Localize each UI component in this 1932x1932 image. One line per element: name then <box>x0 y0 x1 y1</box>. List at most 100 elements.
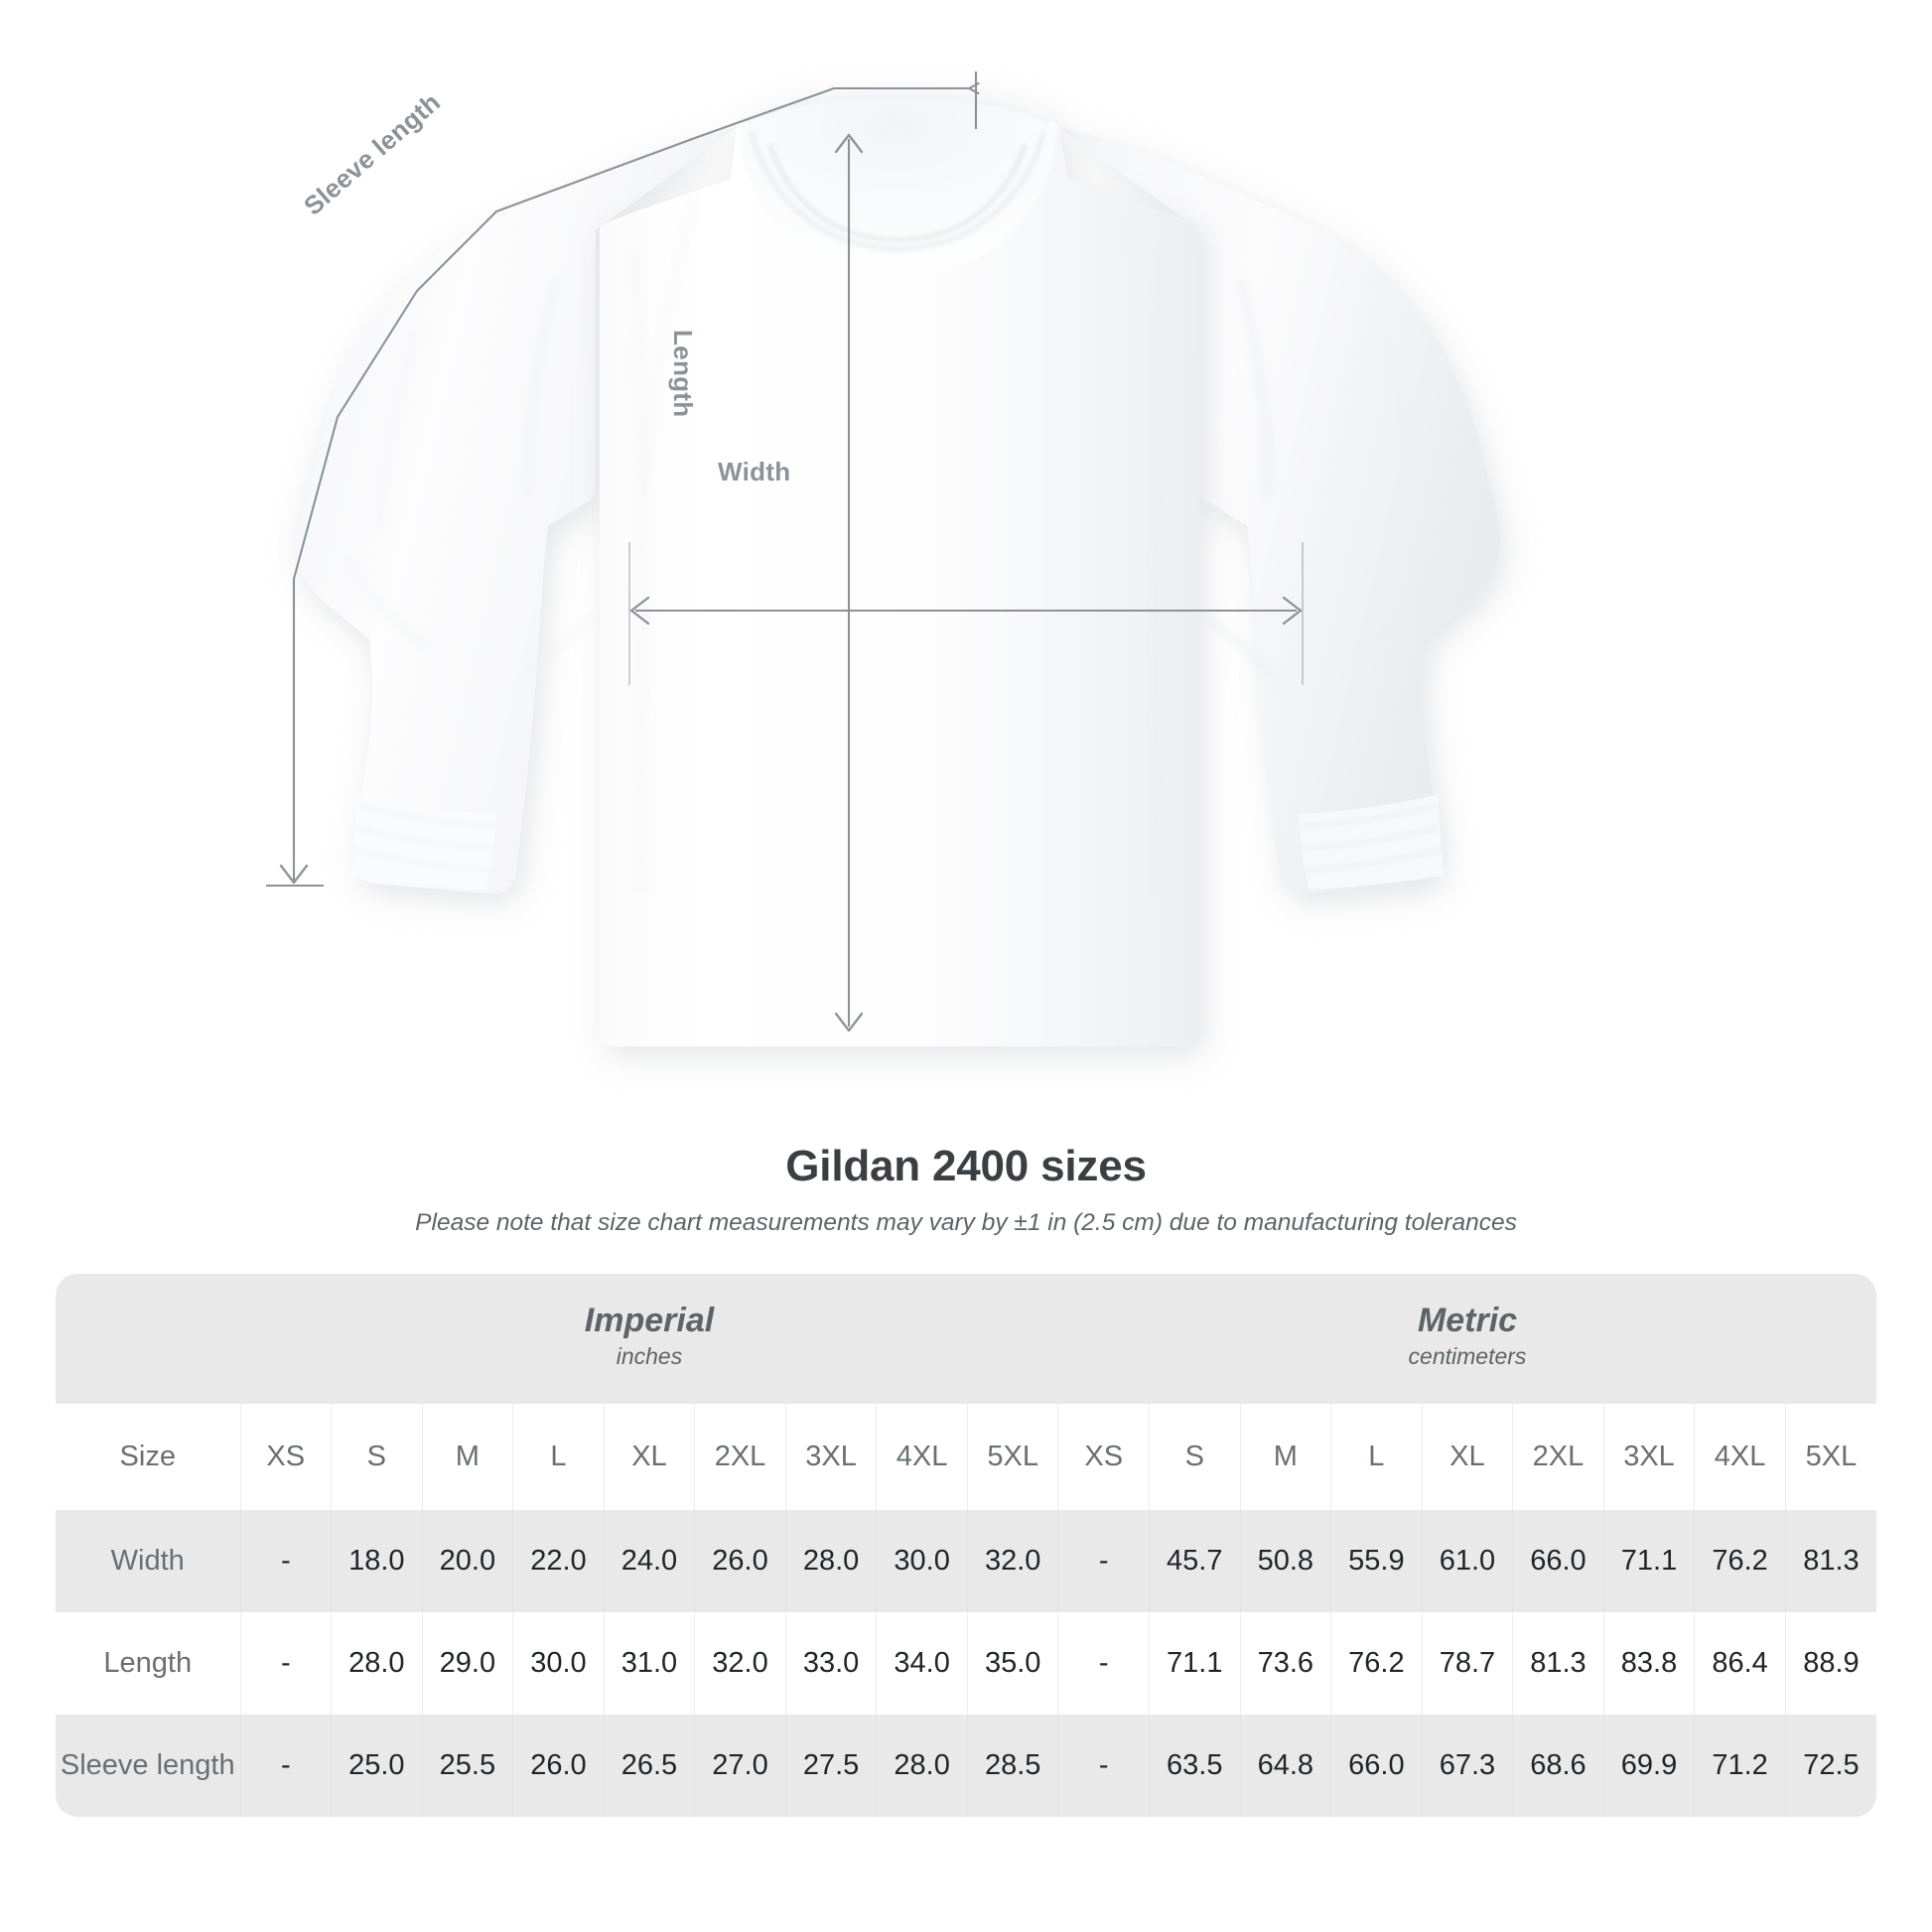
cell-sleeve-length-metric-xs: - <box>1057 1715 1150 1817</box>
cell-sleeve-length-imperial-xs: - <box>240 1715 333 1817</box>
cell-length-metric-l: 76.2 <box>1330 1612 1423 1715</box>
table-size-header-row: Size XS S M L XL 2XL 3XL 4XL 5XL XS S M L XL 2XL 3XL 4XL 5… <box>56 1404 1876 1510</box>
fabric-folds <box>342 198 1453 895</box>
cell-length-imperial-2xl: 32.0 <box>694 1612 786 1715</box>
cell-length-metric-4xl: 86.4 <box>1694 1612 1786 1715</box>
column-header-size: Size <box>56 1404 241 1510</box>
cell-width-imperial-l: 22.0 <box>512 1510 605 1612</box>
column-header-metric-xs: XS <box>1057 1404 1150 1510</box>
length-annotation-label: Length <box>668 330 698 418</box>
cell-width-metric-3xl: 71.1 <box>1603 1510 1696 1612</box>
cell-length-imperial-xl: 31.0 <box>604 1612 696 1715</box>
column-header-imperial-xs: XS <box>240 1404 333 1510</box>
column-header-imperial-5xl: 5XL <box>967 1404 1059 1510</box>
cell-length-metric-m: 73.6 <box>1240 1612 1332 1715</box>
cell-length-imperial-3xl: 33.0 <box>785 1612 878 1715</box>
cell-length-metric-2xl: 81.3 <box>1512 1612 1604 1715</box>
unit-subtitle: centimeters <box>1408 1343 1527 1370</box>
cell-length-metric-xl: 78.7 <box>1422 1612 1514 1715</box>
cell-sleeve-length-metric-m: 64.8 <box>1240 1715 1332 1817</box>
table-row: Sleeve length -25.0 25.5 26.0 26.5 27.0 27.5 28… <box>56 1715 1876 1817</box>
column-header-metric-2xl: 2XL <box>1512 1404 1604 1510</box>
cell-width-metric-m: 50.8 <box>1240 1510 1332 1612</box>
cell-sleeve-length-imperial-3xl: 27.5 <box>785 1715 878 1817</box>
cell-sleeve-length-imperial-4xl: 28.0 <box>876 1715 968 1817</box>
cell-sleeve-length-metric-l: 66.0 <box>1330 1715 1423 1817</box>
cell-width-metric-l: 55.9 <box>1330 1510 1423 1612</box>
table-row: Width -18.0 20.0 22.0 24.0 26.0 28.0 30.0 32.0-4… <box>56 1510 1876 1612</box>
table-row: Length -28.0 29.0 30.0 31.0 32.0 33.0 34.0 35.0-… <box>56 1612 1876 1715</box>
unit-name: Imperial <box>584 1302 715 1340</box>
cell-width-metric-xl: 61.0 <box>1422 1510 1514 1612</box>
table-unit-header-row: Imperial inches Metric centimeters <box>56 1274 1876 1404</box>
cell-width-metric-xs: - <box>1057 1510 1150 1612</box>
column-header-metric-s: S <box>1149 1404 1241 1510</box>
cell-width-metric-2xl: 66.0 <box>1512 1510 1604 1612</box>
cell-width-metric-5xl: 81.3 <box>1785 1510 1876 1612</box>
width-annotation-label: Width <box>718 457 791 486</box>
cell-sleeve-length-metric-3xl: 69.9 <box>1603 1715 1696 1817</box>
cell-width-imperial-2xl: 26.0 <box>694 1510 786 1612</box>
collar <box>739 89 1056 272</box>
cell-width-imperial-s: 18.0 <box>331 1510 423 1612</box>
column-header-imperial-m: M <box>422 1404 514 1510</box>
cell-sleeve-length-imperial-s: 25.0 <box>331 1715 423 1817</box>
cell-length-imperial-m: 29.0 <box>422 1612 514 1715</box>
column-header-imperial-3xl: 3XL <box>785 1404 878 1510</box>
column-header-metric-4xl: 4XL <box>1694 1404 1786 1510</box>
cell-length-imperial-s: 28.0 <box>331 1612 423 1715</box>
sleeve-length-line <box>292 88 969 856</box>
cell-sleeve-length-metric-4xl: 71.2 <box>1694 1715 1786 1817</box>
cell-width-imperial-m: 20.0 <box>422 1510 514 1612</box>
row-header-width: Width <box>56 1510 241 1612</box>
cell-sleeve-length-imperial-5xl: 28.5 <box>967 1715 1059 1817</box>
width-arrowhead-right <box>1282 596 1303 625</box>
column-header-imperial-s: S <box>331 1404 423 1510</box>
width-arrowhead-left <box>629 596 650 625</box>
cell-length-metric-xs: - <box>1057 1612 1150 1715</box>
page-subtitle: Please note that size chart measurements… <box>415 1209 1517 1236</box>
column-header-metric-l: L <box>1330 1404 1423 1510</box>
column-header-imperial-2xl: 2XL <box>694 1404 786 1510</box>
garment-diagram: Sleeve length Length Width <box>266 71 1500 1046</box>
column-header-imperial-l: L <box>512 1404 605 1510</box>
column-header-imperial-4xl: 4XL <box>876 1404 968 1510</box>
unit-header-imperial: Imperial inches <box>240 1274 1058 1404</box>
unit-name: Metric <box>1417 1302 1518 1340</box>
cell-length-imperial-l: 30.0 <box>512 1612 605 1715</box>
left-cuff <box>351 794 496 890</box>
unit-subtitle: inches <box>616 1343 683 1370</box>
cell-width-imperial-3xl: 28.0 <box>785 1510 878 1612</box>
measurement-annotations <box>266 71 1304 1033</box>
cell-sleeve-length-metric-5xl: 72.5 <box>1785 1715 1876 1817</box>
cell-sleeve-length-metric-s: 63.5 <box>1149 1715 1241 1817</box>
unit-header-spacer <box>56 1274 240 1404</box>
cell-width-imperial-5xl: 32.0 <box>967 1510 1059 1612</box>
cell-width-metric-s: 45.7 <box>1149 1510 1241 1612</box>
garment-illustration <box>266 71 1500 1046</box>
column-header-metric-3xl: 3XL <box>1603 1404 1696 1510</box>
length-arrowhead-bottom <box>834 1012 864 1033</box>
cell-sleeve-length-metric-xl: 67.3 <box>1422 1715 1514 1817</box>
row-header-sleeve-length: Sleeve length <box>56 1715 241 1817</box>
cell-width-imperial-xl: 24.0 <box>604 1510 696 1612</box>
column-header-metric-5xl: 5XL <box>1785 1404 1876 1510</box>
column-header-imperial-xl: XL <box>604 1404 696 1510</box>
cell-sleeve-length-imperial-2xl: 27.0 <box>694 1715 786 1817</box>
size-chart-table: Imperial inches Metric centimeters Size XS S M L… <box>56 1274 1876 1817</box>
row-header-length: Length <box>56 1612 241 1715</box>
cell-length-imperial-5xl: 35.0 <box>967 1612 1059 1715</box>
cell-length-imperial-xs: - <box>240 1612 333 1715</box>
cell-sleeve-length-imperial-l: 26.0 <box>512 1715 605 1817</box>
cell-width-imperial-xs: - <box>240 1510 333 1612</box>
cell-width-imperial-4xl: 30.0 <box>876 1510 968 1612</box>
cell-length-metric-s: 71.1 <box>1149 1612 1241 1715</box>
column-header-metric-xl: XL <box>1422 1404 1514 1510</box>
cell-width-metric-4xl: 76.2 <box>1694 1510 1786 1612</box>
unit-header-metric: Metric centimeters <box>1057 1274 1876 1404</box>
length-arrowhead-top <box>834 133 864 154</box>
cell-sleeve-length-imperial-xl: 26.5 <box>604 1715 696 1817</box>
column-header-metric-m: M <box>1240 1404 1332 1510</box>
cell-length-metric-5xl: 88.9 <box>1785 1612 1876 1715</box>
page-title: Gildan 2400 sizes <box>785 1142 1147 1190</box>
